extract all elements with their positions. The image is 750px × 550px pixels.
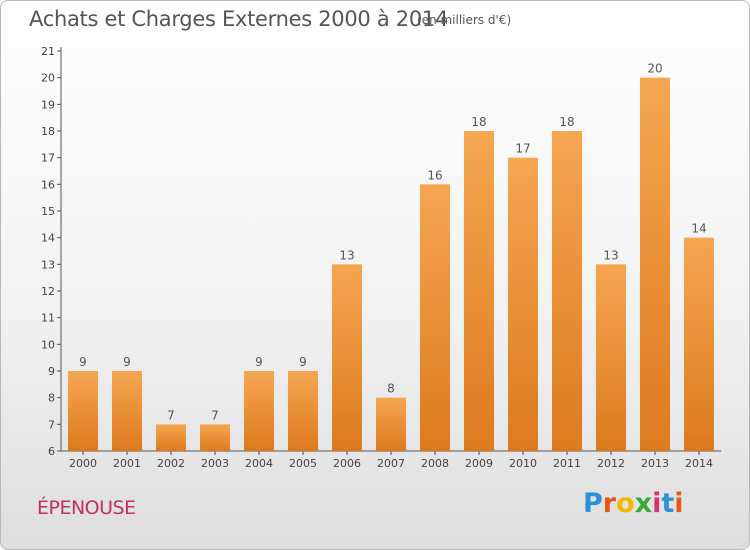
data-label: 9 bbox=[255, 355, 263, 369]
y-tick-label: 17 bbox=[41, 152, 55, 165]
data-label: 20 bbox=[647, 62, 662, 76]
data-label: 18 bbox=[559, 115, 574, 129]
y-tick-label: 8 bbox=[48, 392, 55, 405]
x-tick-label: 2002 bbox=[157, 457, 185, 470]
proxiti-logo[interactable]: Proxiti bbox=[583, 488, 684, 519]
bar-2012 bbox=[596, 264, 626, 451]
x-tick-label: 2003 bbox=[201, 457, 229, 470]
x-tick-label: 2013 bbox=[641, 457, 669, 470]
x-tick-label: 2000 bbox=[69, 457, 97, 470]
data-label: 9 bbox=[123, 355, 131, 369]
data-label: 18 bbox=[471, 115, 486, 129]
x-tick-label: 2011 bbox=[553, 457, 581, 470]
logo-letter: r bbox=[602, 488, 617, 519]
data-label: 13 bbox=[603, 248, 618, 262]
y-tick-label: 7 bbox=[48, 418, 55, 431]
bar-2011 bbox=[552, 131, 582, 451]
x-tick-label: 2014 bbox=[685, 457, 713, 470]
chart-title: Achats et Charges Externes 2000 à 2014 bbox=[29, 7, 449, 31]
x-tick-label: 2005 bbox=[289, 457, 317, 470]
x-tick-label: 2010 bbox=[509, 457, 537, 470]
data-label: 8 bbox=[387, 382, 395, 396]
logo-letter: t bbox=[661, 488, 675, 519]
bar-2001 bbox=[112, 371, 142, 451]
bar-2002 bbox=[156, 424, 186, 451]
bar-2006 bbox=[332, 264, 362, 451]
y-tick-label: 19 bbox=[41, 98, 55, 111]
logo-letter: i bbox=[652, 488, 662, 519]
y-tick-label: 6 bbox=[48, 445, 55, 458]
data-label: 17 bbox=[515, 142, 530, 156]
bars-group bbox=[68, 77, 714, 452]
bar-2005 bbox=[288, 371, 318, 451]
y-tick-label: 18 bbox=[41, 125, 55, 138]
labels-group: 2000 9 2001 9 2002 7 2003 7 2004 9 2005 9 2006 13 2007… bbox=[69, 62, 713, 470]
y-tick-label: 12 bbox=[41, 285, 55, 298]
y-tick-label: 16 bbox=[41, 178, 55, 191]
bar-2014 bbox=[684, 237, 714, 451]
bar-2013 bbox=[640, 77, 670, 452]
y-tick-label: 15 bbox=[41, 205, 55, 218]
data-label: 9 bbox=[299, 355, 307, 369]
bar-2009 bbox=[464, 131, 494, 451]
bar-2003 bbox=[200, 424, 230, 451]
x-tick-label: 2009 bbox=[465, 457, 493, 470]
x-tick-label: 2006 bbox=[333, 457, 361, 470]
x-tick-label: 2008 bbox=[421, 457, 449, 470]
y-tick-label: 13 bbox=[41, 258, 55, 271]
y-tick-label: 20 bbox=[41, 72, 55, 85]
logo-letter: i bbox=[674, 488, 684, 519]
y-tick-label: 14 bbox=[41, 232, 55, 245]
data-label: 7 bbox=[211, 408, 219, 422]
bar-2008 bbox=[420, 184, 450, 452]
bar-2004 bbox=[244, 371, 274, 451]
x-tick-label: 2007 bbox=[377, 457, 405, 470]
commune-name: ÉPENOUSE bbox=[37, 497, 136, 519]
chart-subtitle: (en milliers d'€) bbox=[417, 13, 512, 27]
data-label: 14 bbox=[691, 222, 706, 236]
y-tick-label: 10 bbox=[41, 338, 55, 351]
y-tick-label: 11 bbox=[41, 312, 55, 325]
logo-letter: o bbox=[616, 488, 635, 519]
logo-letter: x bbox=[634, 488, 653, 519]
bar-2007 bbox=[376, 397, 406, 451]
x-tick-label: 2001 bbox=[113, 457, 141, 470]
data-label: 7 bbox=[167, 408, 175, 422]
data-label: 9 bbox=[79, 355, 87, 369]
bar-2000 bbox=[68, 371, 98, 451]
x-tick-label: 2004 bbox=[245, 457, 273, 470]
axes: 6 7 8 9 10 11 12 13 14 15 16 17 18 19 20 21 bbox=[41, 45, 721, 458]
data-label: 16 bbox=[427, 168, 442, 182]
x-tick-label: 2012 bbox=[597, 457, 625, 470]
bar-2010 bbox=[508, 157, 538, 451]
logo-letter: P bbox=[583, 488, 603, 519]
data-label: 13 bbox=[339, 248, 354, 262]
y-tick-label: 9 bbox=[48, 365, 55, 378]
y-tick-label: 21 bbox=[41, 45, 55, 58]
